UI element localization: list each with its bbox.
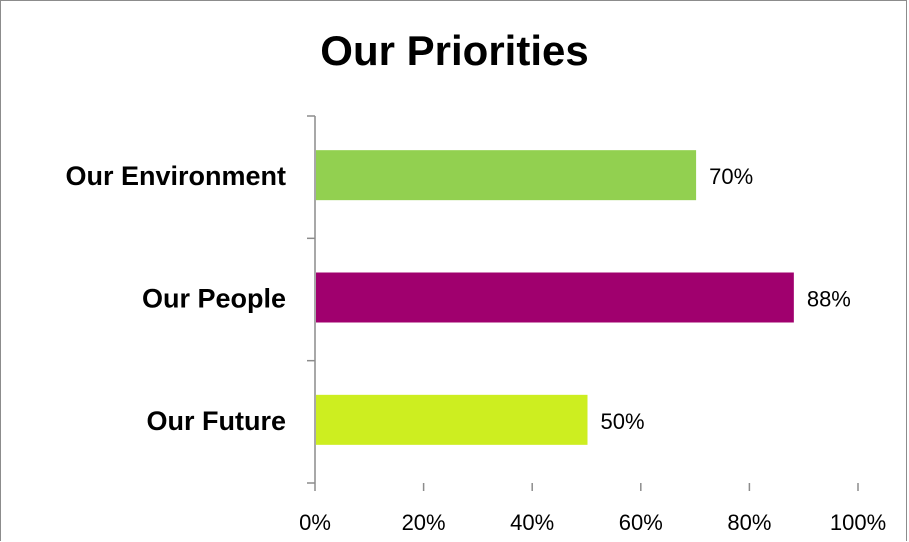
bar-our-people	[316, 272, 794, 323]
chart-title: Our Priorities	[320, 27, 589, 74]
x-tick-label: 80%	[727, 510, 771, 535]
x-tick-label: 60%	[619, 510, 663, 535]
bar-our-future	[316, 394, 588, 445]
x-tick-label: 40%	[510, 510, 554, 535]
category-label: Our Future	[147, 406, 287, 436]
x-tick-label: 20%	[402, 510, 446, 535]
data-label: 50%	[601, 409, 645, 434]
bar-our-environment	[316, 150, 697, 201]
category-label: Our Environment	[65, 161, 286, 191]
x-tick-label: 0%	[299, 510, 331, 535]
x-tick-label: 100%	[830, 510, 886, 535]
data-label: 70%	[709, 164, 753, 189]
data-label: 88%	[807, 287, 851, 312]
category-label: Our People	[142, 284, 286, 314]
